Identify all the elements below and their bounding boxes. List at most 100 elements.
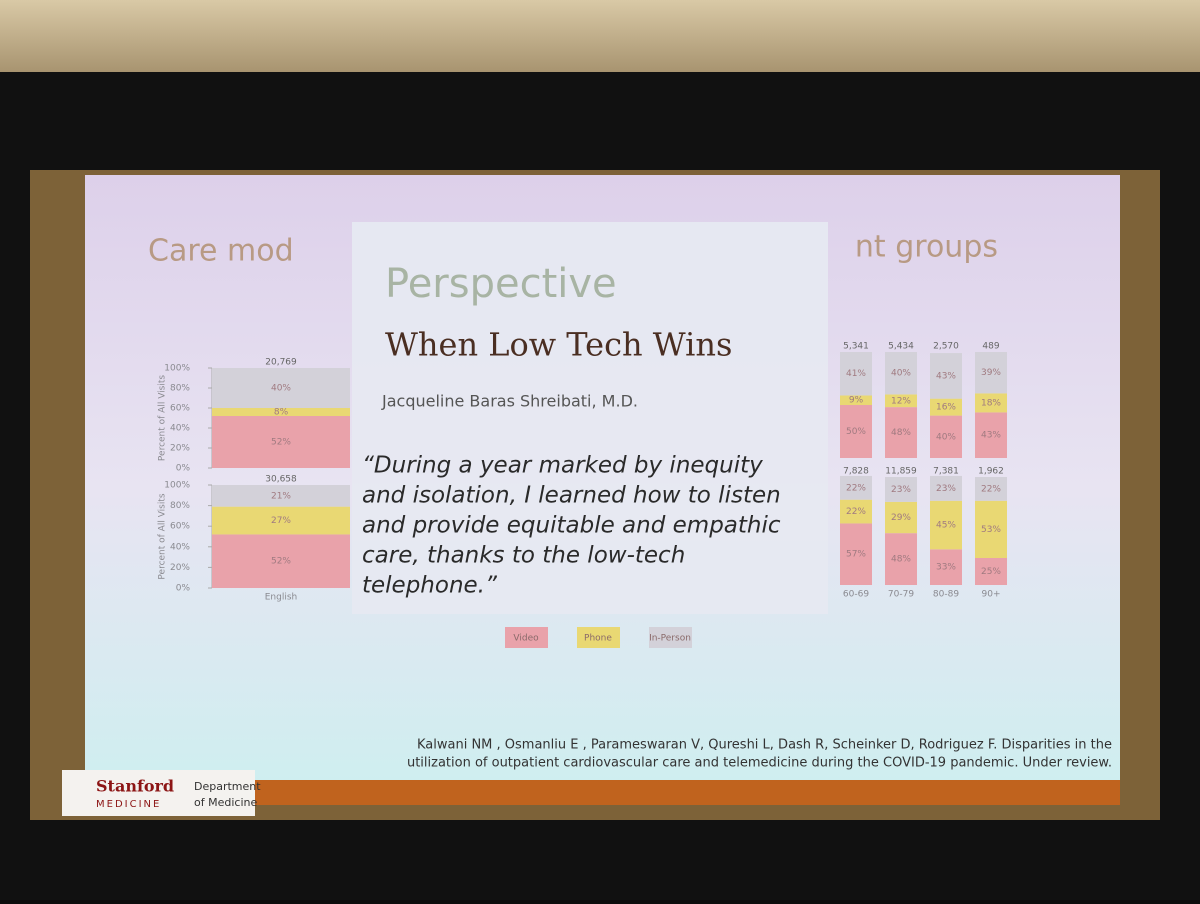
value-label: 23%: [891, 485, 911, 495]
bar-segment: [930, 475, 962, 501]
author: Jacqueline Baras Shreibati, M.D.: [381, 392, 638, 411]
bar-segment: [840, 523, 872, 585]
quote-line: care, thanks to the low-tech: [362, 543, 685, 569]
bar-segment: [975, 352, 1007, 394]
total-label: 2,570: [933, 342, 959, 352]
value-label: 43%: [936, 371, 956, 381]
citation-line: utilization of outpatient cardiovascular…: [407, 756, 1112, 771]
bar-segment: [212, 485, 350, 507]
value-label: 18%: [981, 398, 1001, 408]
value-label: 40%: [271, 384, 291, 394]
bar-segment: [840, 352, 872, 396]
kicker: Perspective: [385, 261, 617, 307]
value-label: 21%: [271, 491, 291, 501]
bar-segment: [840, 499, 872, 524]
value-label: 25%: [981, 567, 1001, 577]
x-tick-label: 80-89: [933, 590, 959, 600]
x-tick-label: 90+: [982, 590, 1001, 600]
total-label: 489: [982, 342, 999, 352]
bar-segment: [930, 353, 962, 399]
value-label: 8%: [274, 408, 289, 418]
legend: Video Phone In-Person: [505, 627, 692, 648]
bar-segment: [840, 395, 872, 405]
value-label: 40%: [891, 369, 911, 379]
bar-segment: [930, 500, 962, 550]
quote-line: “During a year marked by inequity: [362, 453, 763, 479]
bar-segment: [212, 408, 350, 416]
y-tick-label: 20%: [170, 444, 190, 454]
logo-dept: of Medicine: [194, 796, 257, 809]
charts: 0% 20% 40% 60% 80% 100% Percent of All Visits 5…: [158, 342, 1007, 603]
value-label: 52%: [271, 557, 291, 567]
x-tick-label: 60-69: [843, 590, 869, 600]
value-label: 41%: [846, 369, 866, 379]
value-label: 45%: [936, 521, 956, 531]
y-tick-label: 80%: [170, 501, 190, 511]
total-label: 11,859: [885, 467, 917, 477]
y-tick-label: 40%: [170, 542, 190, 552]
value-label: 16%: [936, 403, 956, 413]
total-label: 5,434: [888, 342, 914, 352]
value-label: 22%: [846, 507, 866, 517]
bar-segment: [885, 352, 917, 395]
quote-line: telephone.”: [362, 573, 498, 599]
x-tick-label: English: [265, 593, 298, 603]
y-tick-label: 20%: [170, 563, 190, 573]
bar-segment: [840, 405, 872, 458]
y-tick-label: 40%: [170, 424, 190, 434]
value-label: 48%: [891, 555, 911, 565]
legend-label: Video: [513, 634, 539, 644]
logo-name: Stanford: [96, 777, 174, 796]
slide-title: nt groups: [855, 230, 998, 265]
value-label: 50%: [846, 427, 866, 437]
legend-swatch: [649, 627, 692, 648]
bar-segment: [930, 549, 962, 585]
legend-label: In-Person: [649, 634, 691, 644]
value-label: 57%: [846, 550, 866, 560]
legend-swatch: [577, 627, 620, 648]
bar-segment: [930, 398, 962, 416]
overlay: [352, 222, 828, 614]
quote-line: and provide equitable and empathic: [362, 513, 781, 539]
bar-segment: [885, 477, 917, 502]
bar-segment: [975, 500, 1007, 558]
bar-segment: [885, 533, 917, 585]
bar-segment: [840, 475, 872, 500]
value-label: 48%: [891, 428, 911, 438]
legend-swatch: [505, 627, 548, 648]
bar-segment: [212, 368, 350, 408]
bar-segment: [975, 477, 1007, 501]
x-tick-label: 70-79: [888, 590, 914, 600]
total-label: 7,381: [933, 467, 959, 477]
y-tick-label: 60%: [170, 522, 190, 532]
y-tick-label: 100%: [164, 481, 190, 491]
value-label: 43%: [981, 431, 1001, 441]
bar-segment: [975, 412, 1007, 458]
legend-label: Phone: [584, 634, 612, 644]
y-tick-label: 0%: [176, 584, 191, 594]
total-label: 5,341: [843, 342, 869, 352]
y-tick-label: 0%: [176, 464, 191, 474]
bar-segment: [885, 407, 917, 458]
bar-segment: [975, 393, 1007, 413]
value-label: 33%: [936, 563, 956, 573]
value-label: 53%: [981, 525, 1001, 535]
y-axis-label: Percent of All Visits: [158, 375, 168, 461]
value-label: 29%: [891, 513, 911, 523]
y-axis-label: Percent of All Visits: [158, 493, 168, 579]
value-label: 9%: [849, 396, 864, 406]
value-label: 39%: [981, 368, 1001, 378]
bar-segment: [975, 558, 1007, 585]
value-label: 27%: [271, 516, 291, 526]
value-label: 12%: [891, 396, 911, 406]
y-tick-label: 80%: [170, 384, 190, 394]
y-tick-label: 60%: [170, 404, 190, 414]
bar-segment: [212, 534, 350, 588]
logo-sub: MEDICINE: [96, 799, 161, 810]
total-label: 30,658: [265, 475, 297, 485]
quote: “During a year marked by inequity and iso…: [362, 453, 781, 599]
bar-segment: [930, 415, 962, 458]
footer-bar: [255, 780, 1120, 805]
